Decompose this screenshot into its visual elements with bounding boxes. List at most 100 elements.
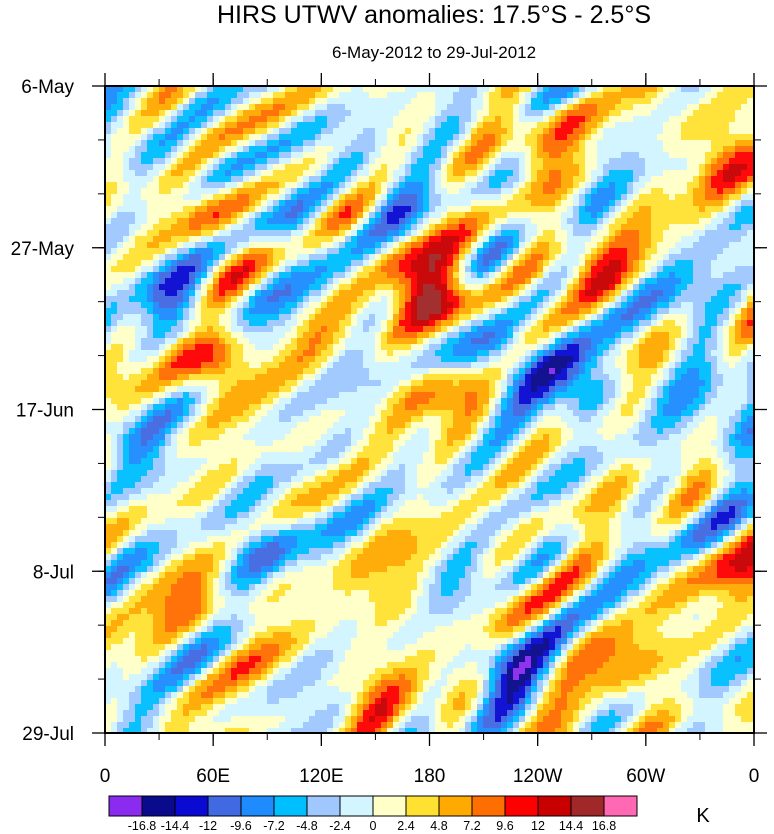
- field-cell: [141, 350, 148, 357]
- field-cell: [333, 152, 340, 159]
- field-cell: [597, 134, 604, 141]
- field-cell: [597, 206, 604, 213]
- field-cell: [537, 248, 544, 255]
- field-cell: [357, 182, 364, 189]
- field-cell: [291, 110, 298, 117]
- field-cell: [369, 110, 376, 117]
- field-cell: [639, 206, 646, 213]
- field-cell: [165, 92, 172, 99]
- field-cell: [489, 266, 496, 273]
- field-cell: [507, 140, 514, 147]
- field-cell: [531, 110, 538, 117]
- field-cell: [201, 320, 208, 327]
- field-cell: [339, 146, 346, 153]
- field-cell: [213, 110, 220, 117]
- field-cell: [183, 188, 190, 195]
- field-cell: [681, 242, 688, 249]
- field-cell: [531, 284, 538, 291]
- field-cell: [351, 224, 358, 231]
- field-cell: [525, 188, 532, 195]
- field-cell: [651, 140, 658, 147]
- field-cell: [693, 218, 700, 225]
- field-cell: [429, 278, 436, 285]
- field-cell: [333, 92, 340, 99]
- field-cell: [693, 98, 700, 105]
- field-cell: [123, 194, 130, 201]
- field-cell: [567, 212, 574, 219]
- field-cell: [279, 332, 286, 339]
- field-cell: [339, 320, 346, 327]
- field-cell: [675, 200, 682, 207]
- field-cell: [243, 284, 250, 291]
- field-cell: [603, 188, 610, 195]
- field-cell: [339, 194, 346, 201]
- field-cell: [471, 206, 478, 213]
- field-cell: [291, 200, 298, 207]
- field-cell: [147, 116, 154, 123]
- field-cell: [735, 278, 742, 285]
- field-cell: [513, 146, 520, 153]
- field-cell: [531, 152, 538, 159]
- field-cell: [303, 116, 310, 123]
- field-cell: [495, 98, 502, 105]
- field-cell: [399, 152, 406, 159]
- field-cell: [387, 320, 394, 327]
- field-cell: [501, 98, 508, 105]
- field-cell: [633, 254, 640, 261]
- field-cell: [303, 194, 310, 201]
- field-cell: [243, 242, 250, 249]
- field-cell: [159, 344, 166, 351]
- field-cell: [633, 86, 640, 93]
- field-cell: [237, 158, 244, 165]
- field-cell: [681, 224, 688, 231]
- field-cell: [171, 176, 178, 183]
- field-cell: [303, 224, 310, 231]
- field-cell: [309, 338, 316, 345]
- field-cell: [693, 134, 700, 141]
- field-cell: [639, 176, 646, 183]
- field-cell: [249, 104, 256, 111]
- field-cell: [735, 206, 742, 213]
- field-cell: [555, 128, 562, 135]
- field-cell: [543, 92, 550, 99]
- field-cell: [219, 116, 226, 123]
- field-cell: [567, 254, 574, 261]
- field-cell: [615, 218, 622, 225]
- field-cell: [159, 188, 166, 195]
- field-cell: [117, 158, 124, 165]
- field-cell: [615, 128, 622, 135]
- field-cell: [123, 302, 130, 309]
- field-cell: [687, 134, 694, 141]
- field-cell: [405, 218, 412, 225]
- field-cell: [237, 122, 244, 129]
- field-cell: [381, 110, 388, 117]
- field-cell: [537, 104, 544, 111]
- field-cell: [219, 296, 226, 303]
- field-cell: [459, 188, 466, 195]
- field-cell: [747, 110, 754, 117]
- field-cell: [639, 116, 646, 123]
- field-cell: [327, 134, 334, 141]
- field-cell: [645, 290, 652, 297]
- field-cell: [615, 338, 622, 345]
- field-cell: [303, 110, 310, 117]
- field-cell: [201, 170, 208, 177]
- field-cell: [507, 278, 514, 285]
- field-cell: [147, 188, 154, 195]
- field-cell: [441, 182, 448, 189]
- field-cell: [609, 116, 616, 123]
- field-cell: [441, 326, 448, 333]
- field-cell: [135, 230, 142, 237]
- field-cell: [327, 236, 334, 243]
- field-cell: [609, 248, 616, 255]
- field-cell: [105, 278, 112, 285]
- field-cell: [321, 254, 328, 261]
- field-cell: [165, 182, 172, 189]
- field-cell: [363, 206, 370, 213]
- field-cell: [747, 296, 754, 303]
- field-cell: [405, 170, 412, 177]
- field-cell: [387, 356, 394, 363]
- field-cell: [441, 110, 448, 117]
- field-cell: [249, 272, 256, 279]
- field-cell: [717, 158, 724, 165]
